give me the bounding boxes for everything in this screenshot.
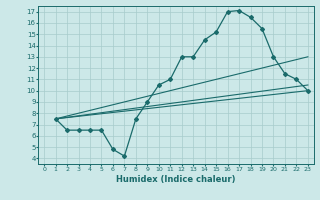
X-axis label: Humidex (Indice chaleur): Humidex (Indice chaleur) — [116, 175, 236, 184]
